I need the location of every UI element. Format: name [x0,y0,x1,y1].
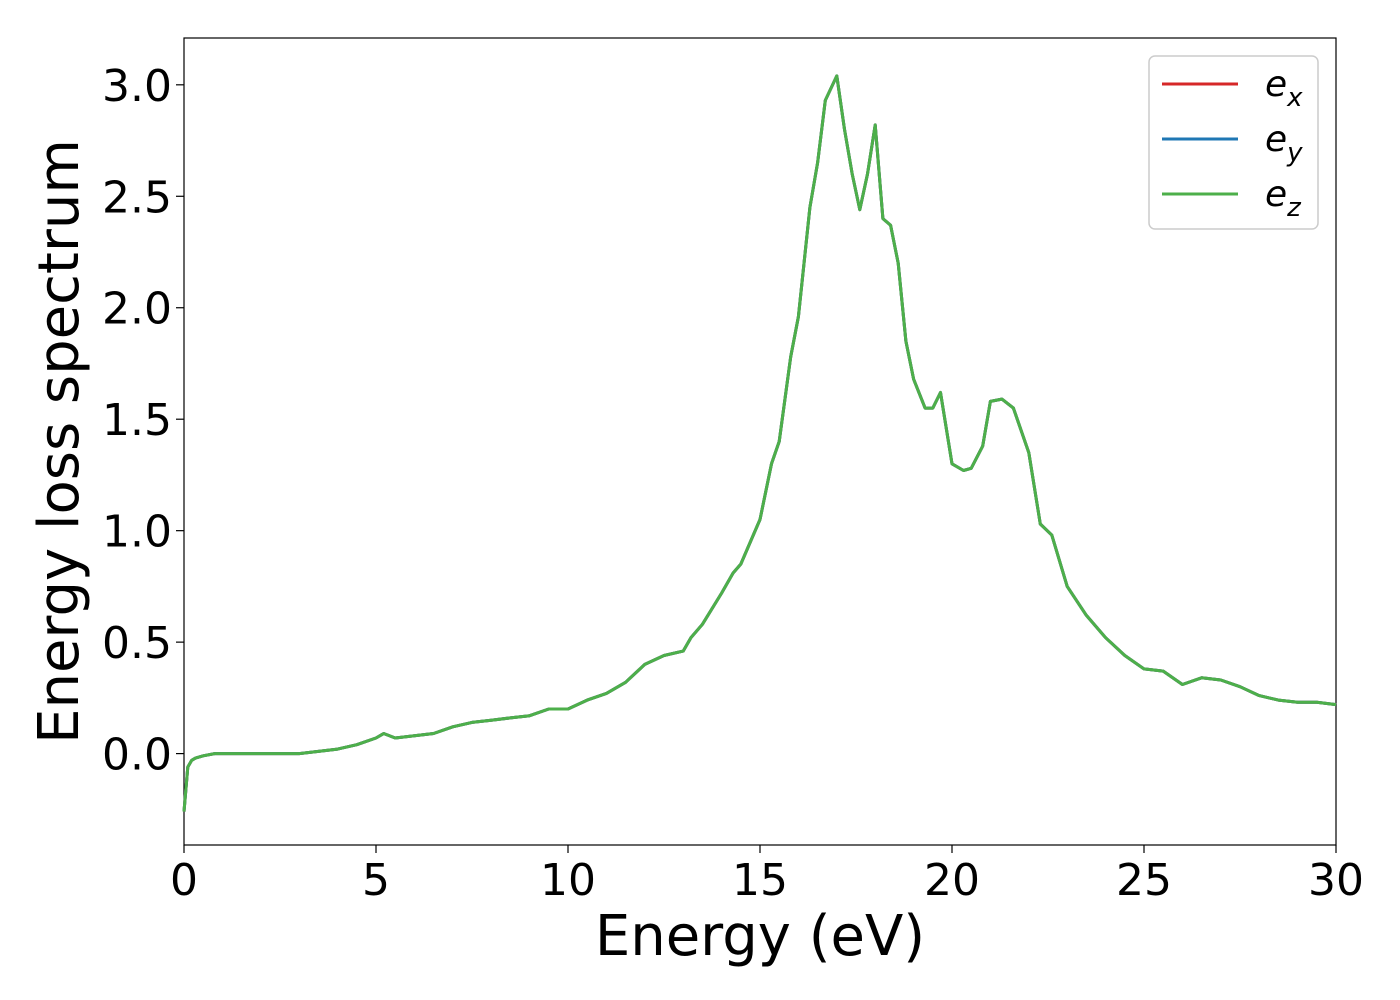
y-tick-label: 1.5 [102,395,172,446]
y-tick-label: 0.0 [102,730,172,781]
x-axis-label: Energy (eV) [595,904,925,969]
x-tick-label: 30 [1308,855,1364,906]
x-tick-label: 15 [732,855,788,906]
series-line-z [182,74,1337,812]
legend-label-x: ex [1265,64,1303,113]
x-tick-label: 20 [924,855,980,906]
legend-label-y: ey [1265,119,1303,168]
x-tick-label: 0 [170,855,198,906]
y-tick-label: 2.5 [102,172,172,223]
y-tick-label: 0.5 [102,618,172,669]
series-layer [182,74,1337,812]
y-tick-label: 2.0 [102,284,172,335]
y-axis-label: Energy loss spectrum [27,139,92,744]
y-axis-ticks: 0.0 0.5 1.0 1.5 2.0 2.5 3.0 [102,61,184,781]
x-axis-ticks: 0 5 10 15 20 25 30 [170,845,1364,906]
x-tick-label: 25 [1116,855,1172,906]
legend-box [1148,55,1319,230]
legend: ex ey ez [1148,55,1319,230]
x-tick-label: 5 [362,855,390,906]
y-tick-label: 3.0 [102,61,172,112]
y-tick-label: 1.0 [102,507,172,558]
legend-label-z: ez [1265,174,1302,223]
x-tick-label: 10 [540,855,596,906]
